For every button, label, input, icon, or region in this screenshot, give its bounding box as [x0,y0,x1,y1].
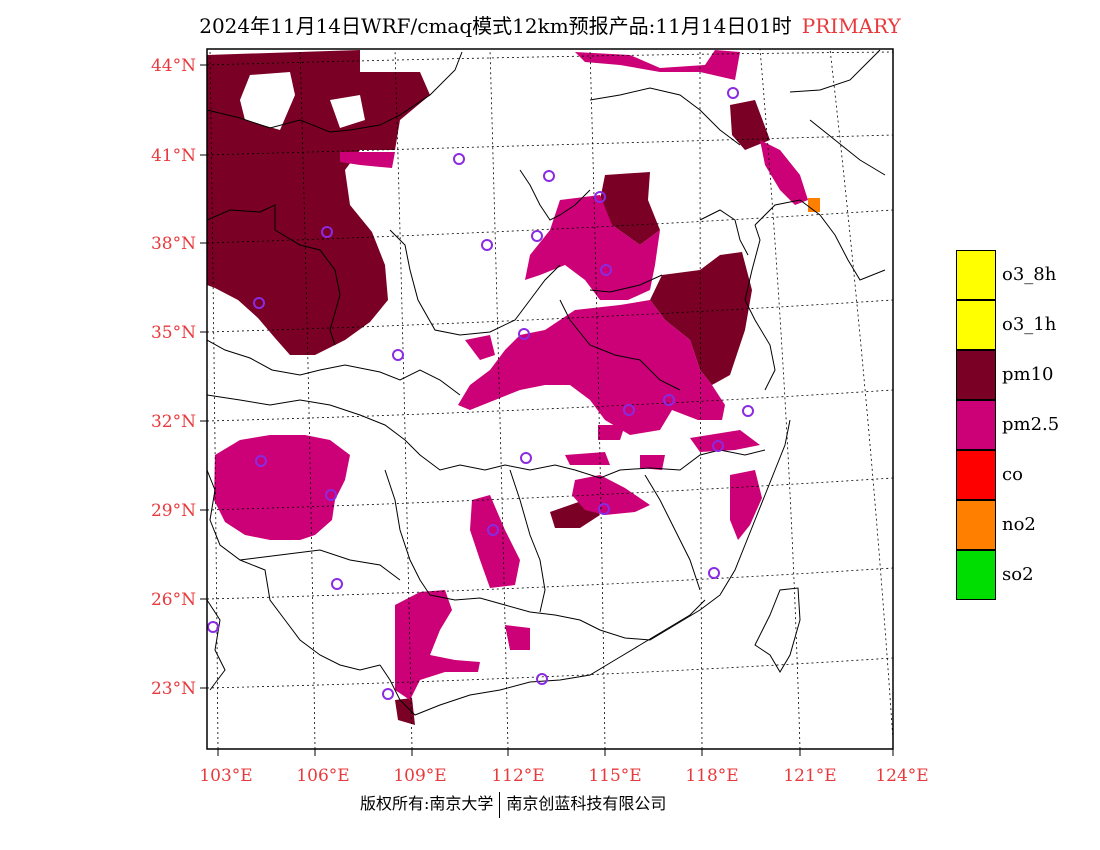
legend-label: no2 [1002,514,1036,535]
lon-label: 121°E [783,766,836,786]
lat-label: 41°N [151,146,196,166]
lon-label: 103°E [199,766,252,786]
tick-marks [200,64,894,756]
legend-label: o3_1h [1002,314,1057,335]
lon-label: 115°E [588,766,641,786]
lon-label: 106°E [296,766,349,786]
copyright-right: 南京创蓝科技有限公司 [506,794,667,813]
lat-label: 44°N [151,56,196,76]
legend-swatch [956,300,996,350]
copyright-footer: 版权所有:南京大学 南京创蓝科技有限公司 [360,790,666,818]
footer-divider [499,791,501,818]
plot-frame [206,48,894,750]
legend-label: pm10 [1002,364,1054,385]
legend-swatch [956,400,996,450]
legend-swatch [956,550,996,600]
graticule [207,49,893,749]
longitude-labels: 103°E 106°E 109°E 112°E 115°E 118°E 121°… [199,766,928,786]
primary-tag: PRIMARY [801,14,901,38]
map-title: 2024年11月14日WRF/cmaq模式12km预报产品:11月14日01时 P… [0,10,1100,39]
lat-label: 23°N [151,679,196,699]
station-markers [207,87,754,700]
title-text: 2024年11月14日WRF/cmaq模式12km预报产品:11月14日01时 [199,14,792,38]
pm25-regions [214,50,808,700]
legend-swatch [956,350,996,400]
legend-swatch [956,250,996,300]
lat-label: 29°N [151,501,196,521]
lat-label: 32°N [151,412,196,432]
boundaries [207,49,886,716]
copyright-left: 版权所有:南京大学 [360,794,494,813]
latitude-labels: 44°N 41°N 38°N 35°N 32°N 29°N 26°N 23°N [151,56,196,699]
legend-label: pm2.5 [1002,414,1060,435]
lat-label: 26°N [151,590,196,610]
legend-label: o3_8h [1002,264,1057,285]
legend-label: so2 [1002,564,1034,585]
legend-label: co [1002,464,1023,485]
lon-label: 109°E [393,766,446,786]
legend-swatch [956,450,996,500]
lat-label: 35°N [151,323,196,343]
lat-label: 38°N [151,234,196,254]
lon-label: 112°E [491,766,544,786]
legend-swatch [956,500,996,550]
lon-label: 118°E [685,766,738,786]
lon-label: 124°E [875,766,928,786]
